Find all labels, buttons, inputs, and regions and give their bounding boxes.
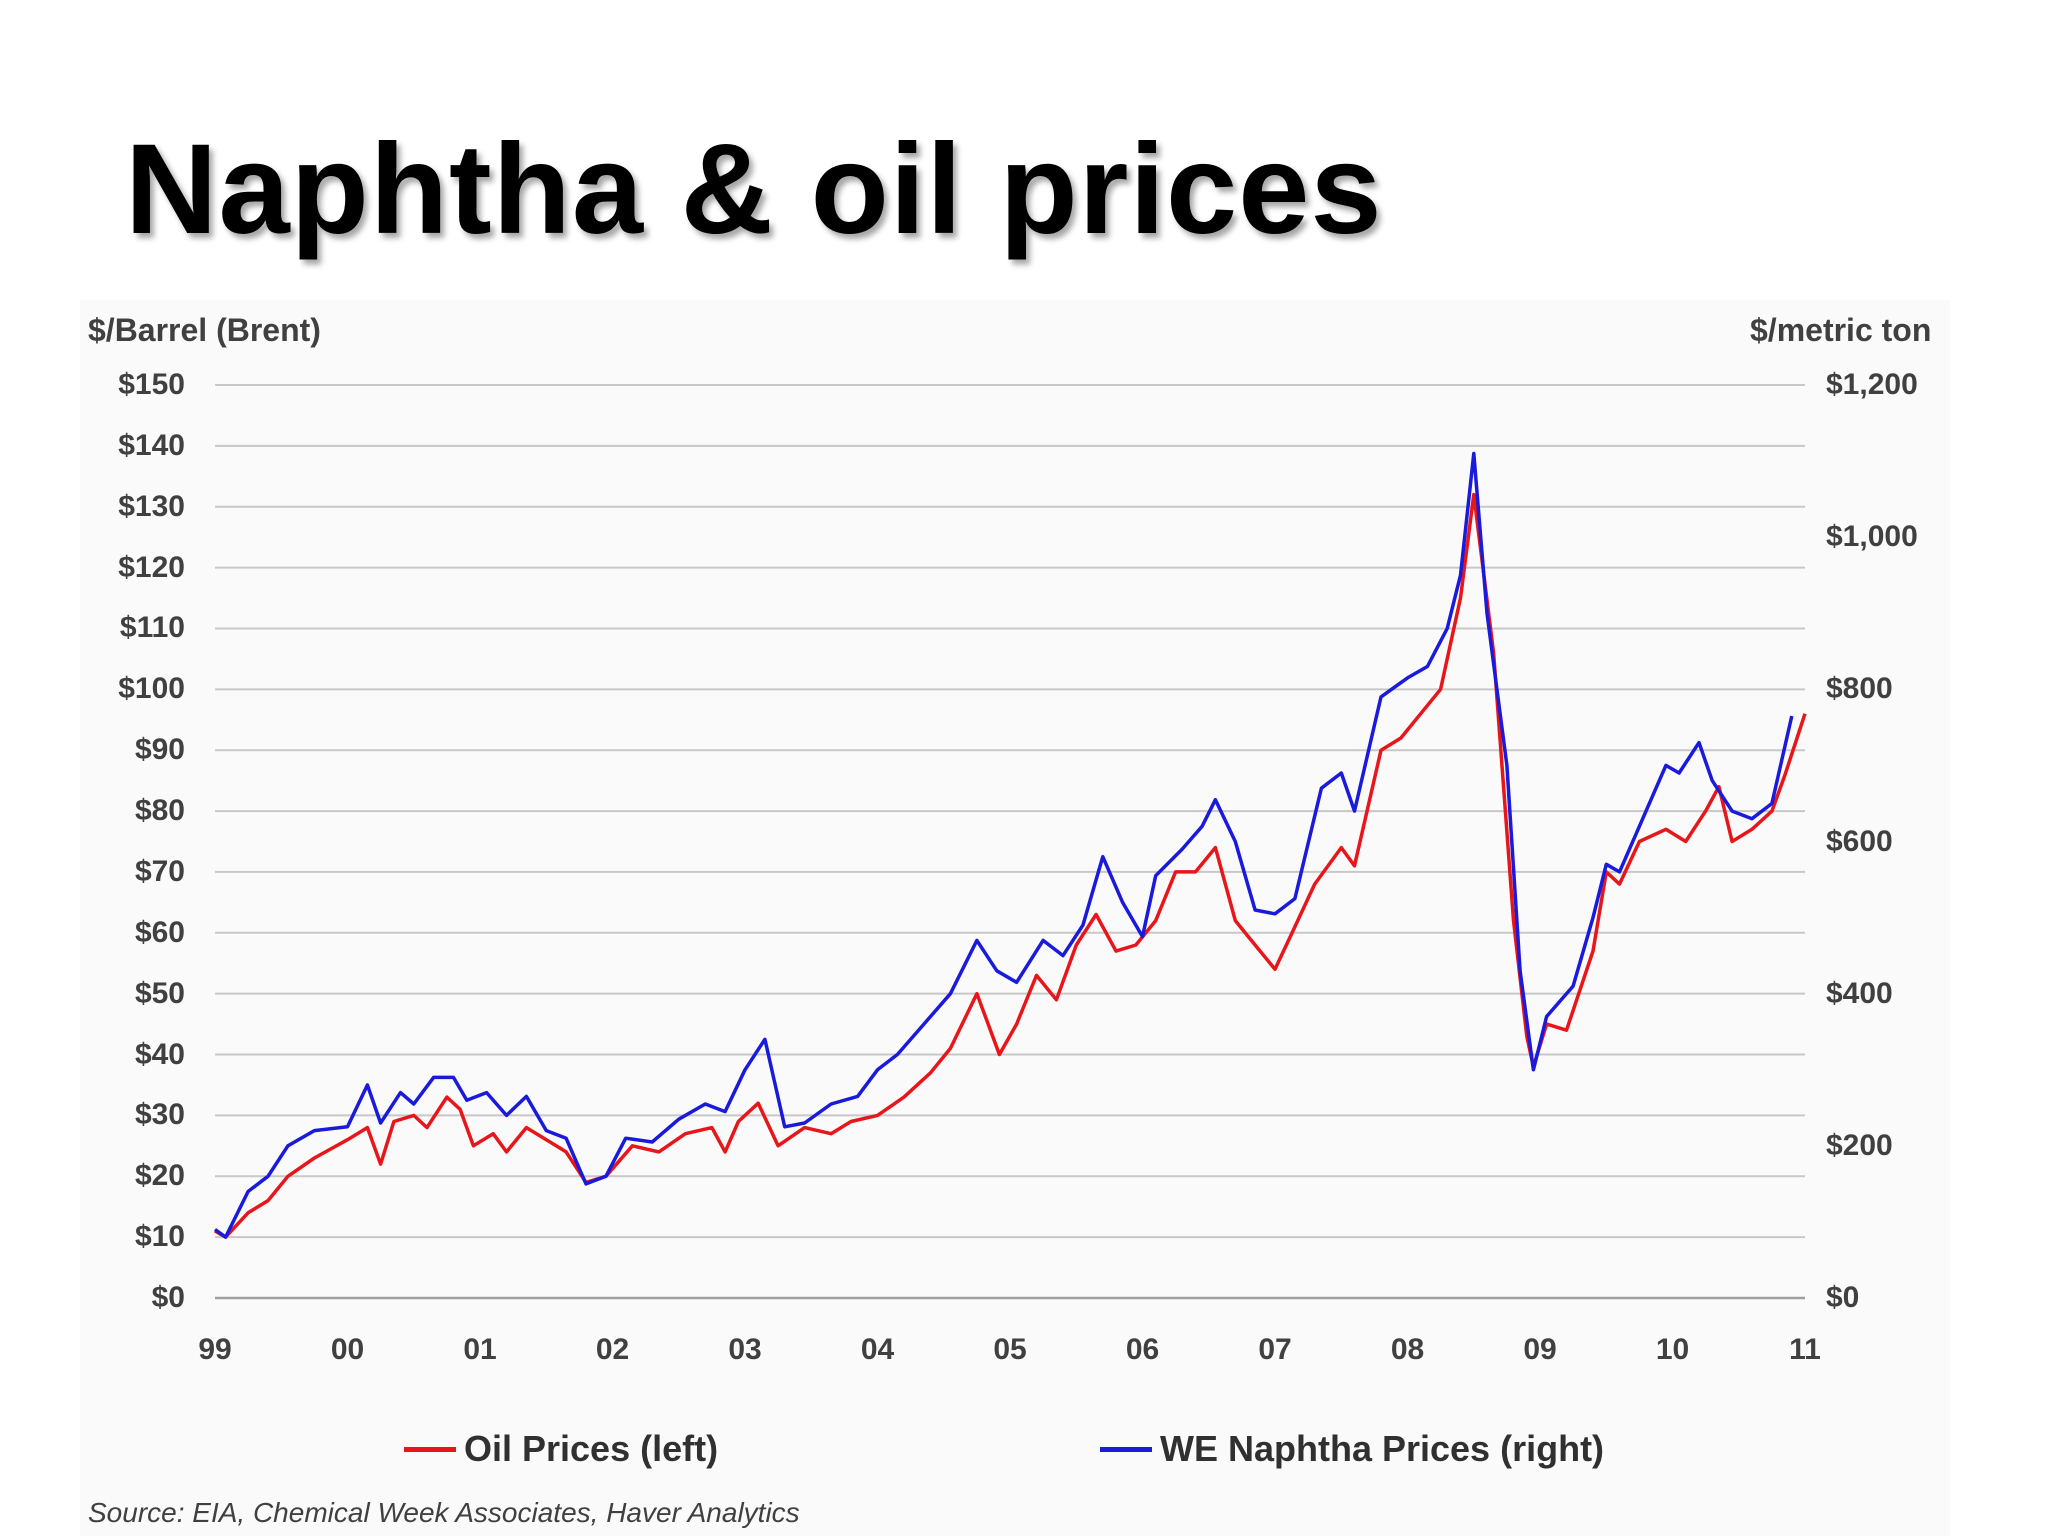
left-tick-label: $20	[134, 1159, 185, 1193]
x-tick-label: 02	[595, 1333, 630, 1366]
x-tick-label: 04	[860, 1333, 895, 1366]
slide-title: Naphtha & oil prices	[125, 118, 1383, 261]
right-tick-label: $600	[1826, 824, 1893, 858]
right-tick-label: $1,000	[1826, 520, 1918, 554]
source-note: Source: EIA, Chemical Week Associates, H…	[88, 1497, 800, 1528]
left-tick-label: $30	[134, 1098, 185, 1132]
naphtha-price-line	[213, 451, 1794, 1239]
left-tick-label: $110	[119, 611, 185, 645]
x-tick-label: 03	[728, 1333, 762, 1366]
left-tick-label: $130	[118, 489, 185, 523]
x-tick-label: 09	[1523, 1333, 1557, 1366]
legend-naphtha-swatch	[1100, 1446, 1152, 1452]
right-tick-label: $200	[1826, 1128, 1893, 1162]
left-tick-label: $90	[134, 733, 185, 767]
left-tick-label: $40	[134, 1037, 185, 1071]
right-axis-title: $/metric ton	[1750, 312, 1932, 348]
legend-naphtha-label: WE Naphtha Prices (right)	[1160, 1428, 1605, 1469]
x-tick-label: 10	[1655, 1333, 1690, 1366]
right-tick-label: $1,200	[1826, 368, 1918, 401]
x-tick-label: 06	[1125, 1333, 1160, 1366]
x-tick-label: 11	[1789, 1333, 1821, 1366]
legend-naphtha: WE Naphtha Prices (right)	[1100, 1428, 1604, 1470]
left-tick-label: $150	[118, 368, 185, 401]
legend-oil-label: Oil Prices (left)	[464, 1428, 719, 1469]
left-tick-label: $10	[134, 1220, 185, 1254]
x-tick-label: 05	[993, 1333, 1027, 1366]
x-tick-label: 01	[463, 1333, 497, 1366]
legend-oil: Oil Prices (left)	[404, 1428, 718, 1470]
x-tick-label: 00	[330, 1333, 365, 1366]
left-tick-label: $80	[134, 794, 185, 828]
left-tick-label: $120	[118, 550, 185, 584]
x-tick-label: 07	[1258, 1333, 1292, 1366]
left-tick-label: $100	[118, 672, 185, 706]
left-tick-label: $60	[134, 915, 185, 949]
oil-price-line	[214, 492, 1807, 1239]
x-tick-label: 08	[1390, 1333, 1425, 1366]
left-tick-label: $50	[134, 976, 185, 1010]
legend-oil-swatch	[404, 1446, 456, 1452]
left-tick-label: $0	[151, 1281, 185, 1314]
right-tick-label: $800	[1826, 672, 1893, 706]
left-tick-label: $140	[118, 428, 185, 462]
right-tick-label: $0	[1826, 1281, 1860, 1314]
right-tick-label: $400	[1826, 976, 1893, 1010]
left-axis-title: $/Barrel (Brent)	[88, 312, 321, 348]
x-tick-label: 99	[198, 1333, 232, 1366]
left-tick-label: $70	[134, 854, 185, 888]
